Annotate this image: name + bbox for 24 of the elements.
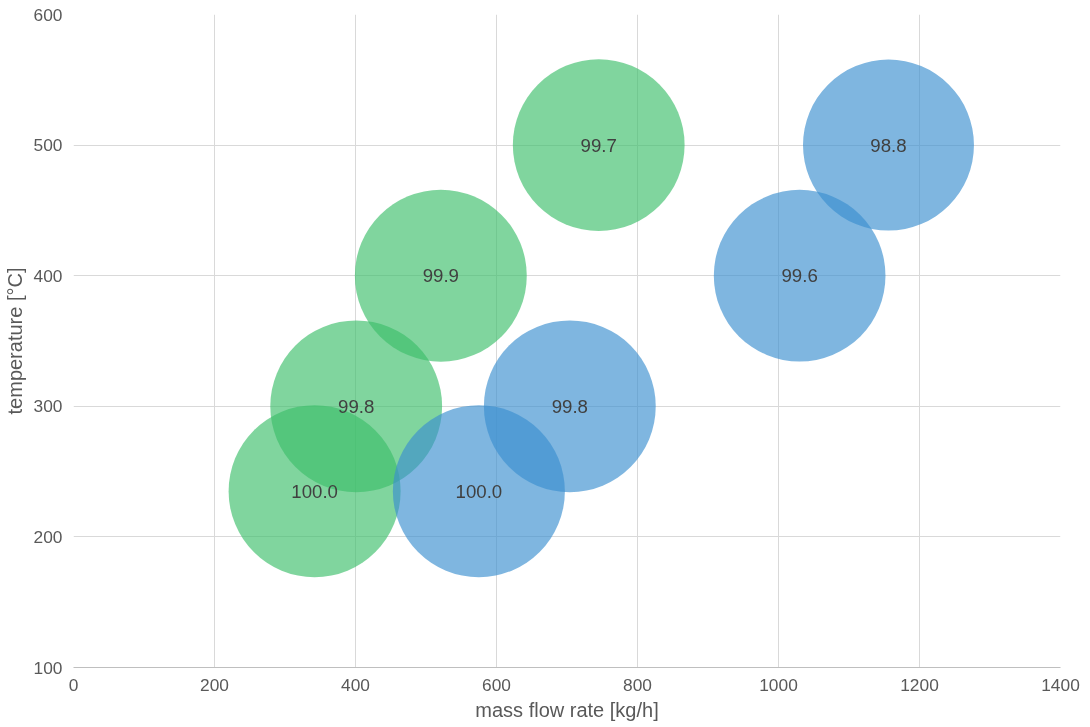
y-axis-title: temperature [°C] [3,267,26,415]
annotation: 99.7 [580,134,617,156]
y-tick-label: 200 [33,526,63,547]
annotation: 99.6 [781,265,818,287]
annotation: 99.8 [338,395,375,417]
y-tick-label: 300 [33,396,63,417]
annotation: 98.8 [870,134,907,156]
y-tick-label: 500 [33,135,63,156]
x-tick-label: 200 [200,674,229,695]
x-tick-label: 0 [68,674,79,695]
x-tick-label: 1000 [759,674,798,695]
annotation: 100.0 [455,480,503,502]
x-tick-label: 800 [623,674,652,695]
x-tick-label: 400 [341,674,370,695]
x-axis-title: mass flow rate [kg/h] [475,698,659,721]
y-tick-label: 100 [33,657,63,678]
annotation: 99.9 [422,265,459,287]
y-tick-label: 400 [33,265,63,286]
x-tick-label: 1200 [900,674,939,695]
x-tick-label: 600 [482,674,511,695]
y-tick-label: 600 [33,4,63,25]
annotation: 99.8 [551,395,588,417]
x-tick-label: 1400 [1041,674,1080,695]
annotation: 100.0 [291,480,338,502]
